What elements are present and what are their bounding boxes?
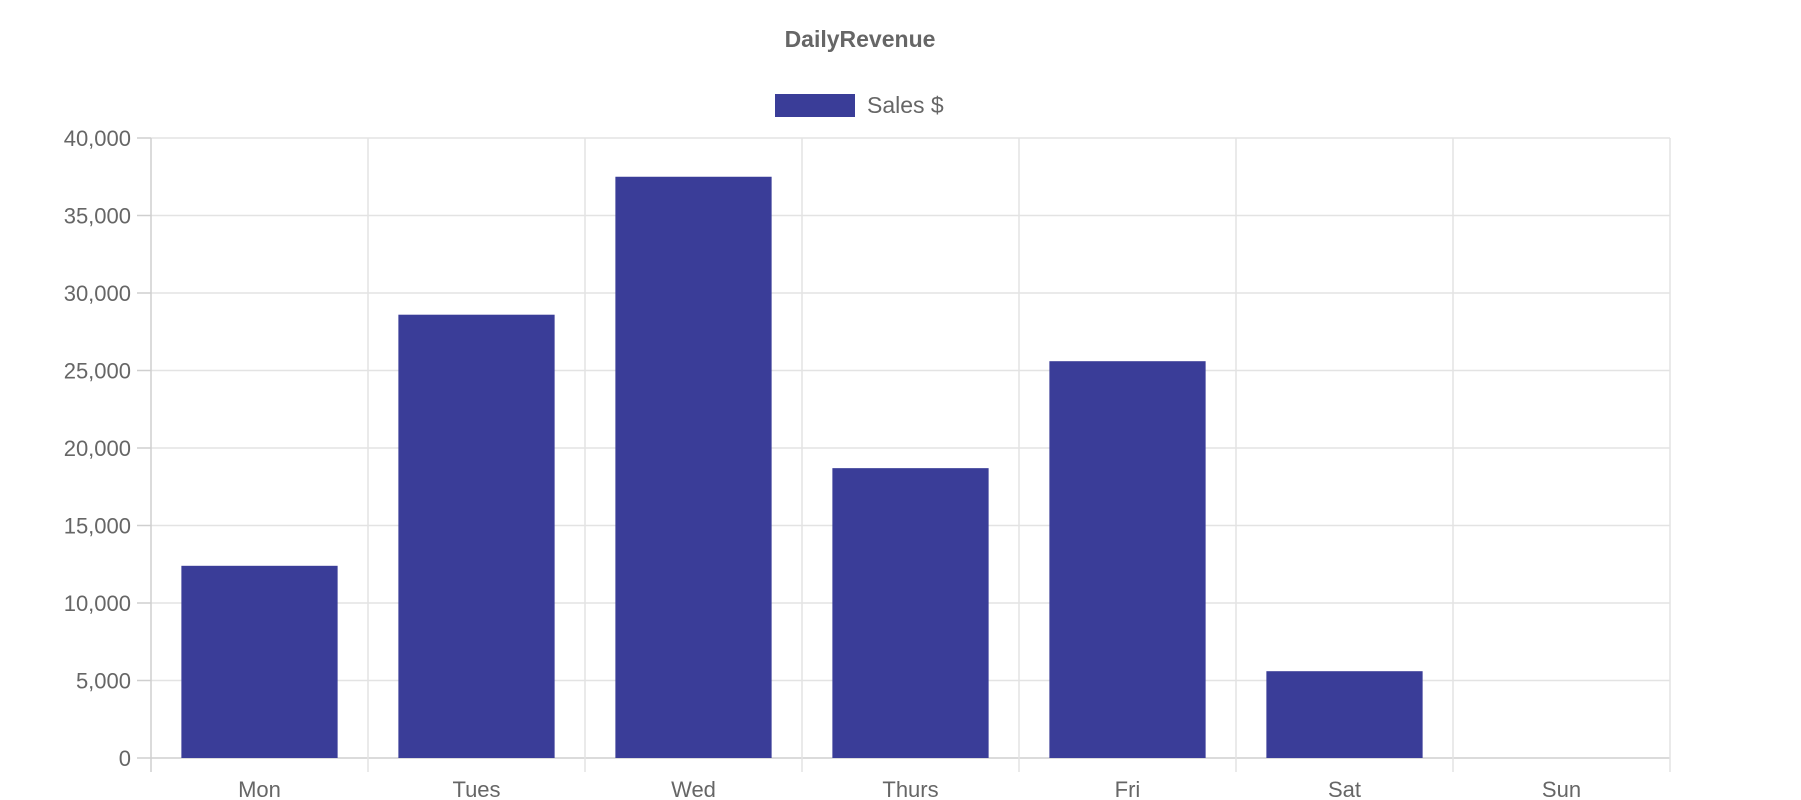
y-tick-label: 5,000 (76, 669, 131, 694)
y-tick-label: 10,000 (64, 591, 131, 616)
y-tick-label: 0 (119, 746, 131, 771)
x-tick-label: Tues (452, 777, 500, 800)
x-tick-label: Sat (1328, 777, 1361, 800)
x-tick-label: Sun (1542, 777, 1581, 800)
y-tick-label: 20,000 (64, 436, 131, 461)
legend[interactable]: Sales $ (775, 92, 944, 118)
bar-fri[interactable] (1049, 361, 1206, 758)
y-tick-label: 15,000 (64, 514, 131, 539)
bars (181, 176, 1423, 758)
bar-thurs[interactable] (832, 468, 989, 758)
bar-wed[interactable] (615, 176, 772, 758)
axes: 0 5,000 10,000 15,000 20,000 25,000 30,000 35,0… (64, 126, 1581, 800)
legend-label: Sales $ (867, 92, 944, 118)
y-tick-label: 40,000 (64, 126, 131, 151)
legend-swatch (775, 94, 855, 117)
bar-mon[interactable] (181, 565, 338, 758)
y-tick-label: 35,000 (64, 204, 131, 229)
x-tick-label: Thurs (882, 777, 938, 800)
x-tick-label: Wed (671, 777, 716, 800)
x-tick-label: Fri (1115, 777, 1141, 800)
chart-title: DailyRevenue (785, 26, 936, 52)
bar-sat[interactable] (1266, 671, 1423, 758)
x-tick-label: Mon (238, 777, 281, 800)
y-tick-label: 30,000 (64, 281, 131, 306)
bar-tues[interactable] (398, 314, 555, 758)
y-tick-label: 25,000 (64, 359, 131, 384)
